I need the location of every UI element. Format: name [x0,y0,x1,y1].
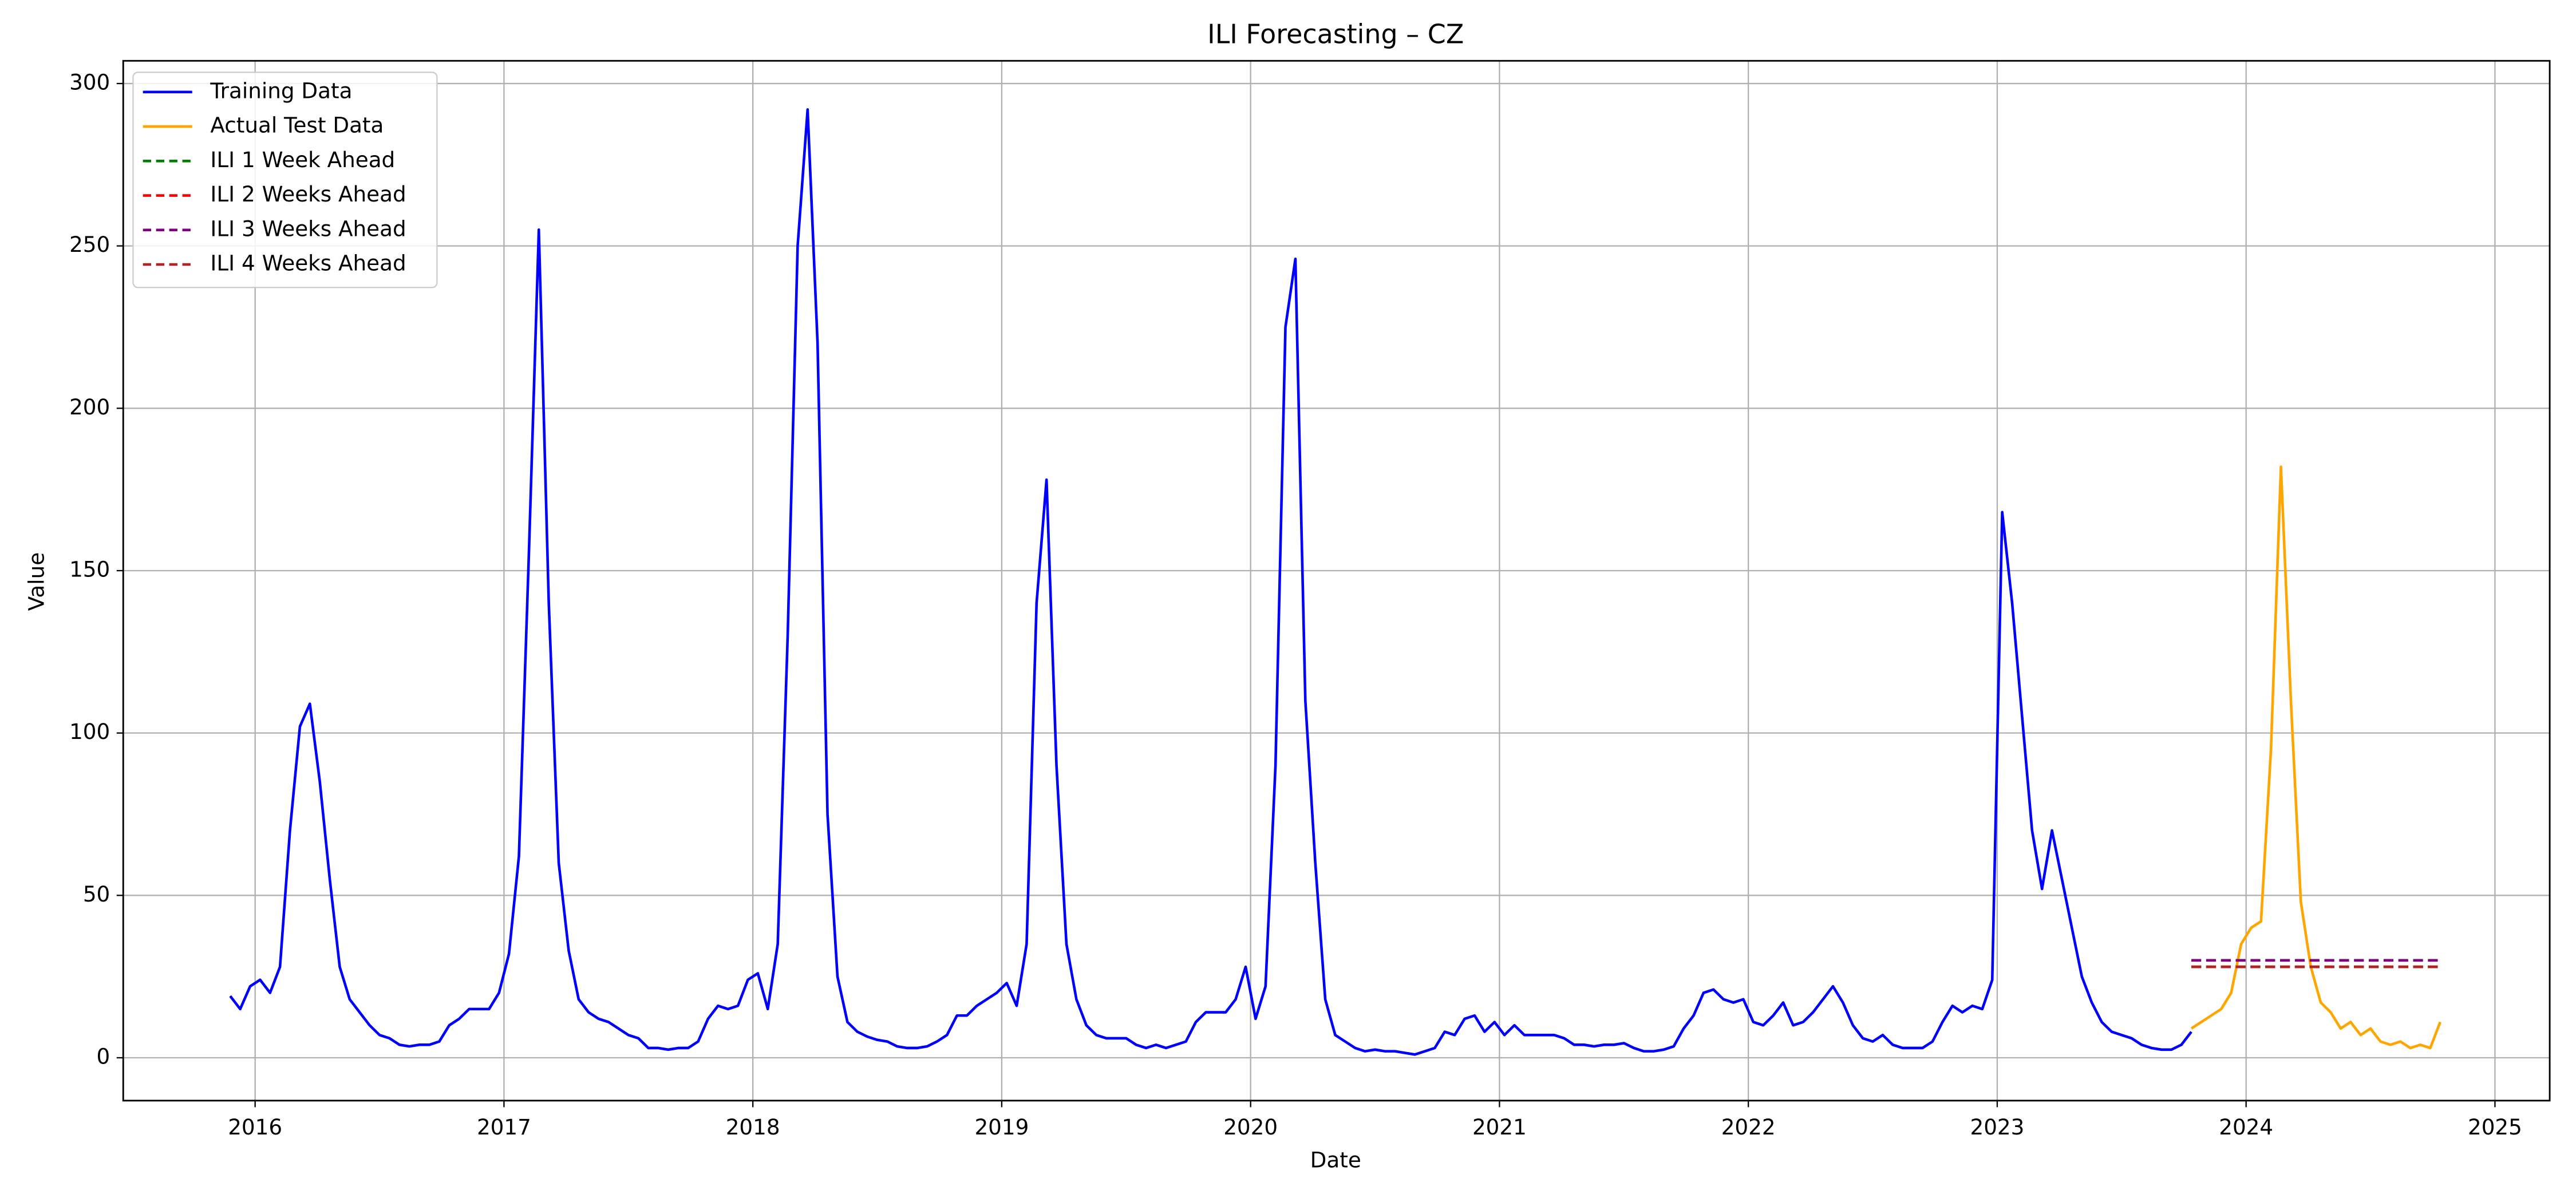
x-tick-label: 2025 [2468,1114,2522,1140]
y-tick-label: 50 [83,881,110,907]
series-line [2190,465,2441,1050]
x-tick-label: 2019 [974,1114,1029,1140]
legend-label: Training Data [210,78,352,103]
y-tick-label: 200 [69,394,110,420]
legend-label: Actual Test Data [210,113,384,138]
series-line [229,108,2192,1056]
ticks: 2016 2017 2018 2019 2020 2021 2022 2023 2024 2025… [69,69,2522,1140]
x-tick-label: 2021 [1472,1114,1527,1140]
plot-area [229,108,2441,1056]
x-tick-label: 2017 [477,1114,531,1140]
legend-box [132,72,438,288]
legend: Training Data Actual Test Data ILI 1 Week … [132,72,438,288]
x-tick-label: 2020 [1223,1114,1278,1140]
grid [123,61,2550,1101]
x-tick-label: 2023 [1970,1114,2024,1140]
x-axis-label: Date [1310,1148,1361,1173]
y-tick-label: 300 [69,69,110,94]
x-tick-label: 2024 [2219,1114,2273,1140]
y-tick-label: 150 [69,556,110,582]
y-tick-label: 0 [97,1043,110,1069]
y-axis-label: Value [24,552,49,611]
y-tick-label: 100 [69,719,110,744]
legend-label: ILI 3 Weeks Ahead [210,216,406,241]
legend-label: ILI 1 Week Ahead [210,147,395,172]
x-tick-label: 2018 [726,1114,780,1140]
y-tick-label: 250 [69,232,110,257]
legend-label: ILI 4 Weeks Ahead [210,251,406,276]
axes-frame [122,60,2551,1102]
chart-title: ILI Forecasting – CZ [1207,19,1464,50]
x-tick-label: 2022 [1721,1114,1776,1140]
x-tick-label: 2016 [228,1114,282,1140]
legend-label: ILI 2 Weeks Ahead [210,181,406,207]
